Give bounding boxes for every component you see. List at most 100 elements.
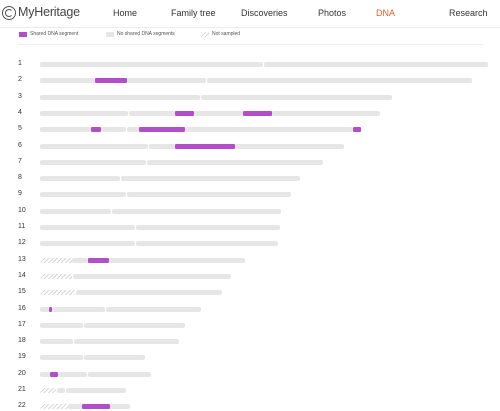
no-shared-segment (147, 159, 323, 165)
shared-segment[interactable] (175, 110, 194, 116)
no-shared-segment (149, 143, 175, 149)
no-shared-segment (101, 127, 126, 133)
no-shared-segment (127, 127, 139, 133)
no-shared-segment (127, 78, 206, 84)
chromosome-label: 6 (18, 141, 22, 149)
no-shared-segment (57, 388, 65, 393)
no-shared-segment (201, 94, 392, 100)
chromosome-label: 17 (18, 320, 26, 328)
not-sampled-segment (40, 273, 72, 279)
chromosome-label: 11 (18, 223, 26, 230)
no-shared-segment (84, 355, 145, 361)
chromosome-label: 18 (18, 337, 26, 345)
no-shared-segment (106, 306, 201, 312)
no-shared-segment (110, 404, 130, 410)
myheritage-logo-icon (2, 6, 16, 20)
chromosome-label: 1 (18, 60, 22, 67)
no-shared-segment (40, 208, 111, 214)
shared-segment[interactable] (243, 110, 272, 116)
chromosome-label: 2 (18, 76, 22, 84)
chromosome-label: 16 (18, 304, 26, 312)
chromosome-label: 10 (18, 206, 26, 214)
shared-segment[interactable] (139, 127, 185, 133)
no-shared-segment (40, 176, 120, 182)
no-shared-segment (74, 339, 179, 345)
no-shared-segment (58, 371, 87, 377)
no-shared-segment (68, 404, 82, 410)
no-shared-segment (40, 192, 126, 198)
chromosome-label: 22 (18, 402, 26, 410)
chromosome-label: 8 (18, 174, 22, 182)
not-sampled-segment (40, 290, 75, 296)
chromosome-label: 20 (18, 369, 26, 377)
brand-name: MyHeritage (18, 5, 80, 19)
no-shared-segment (40, 94, 200, 100)
no-shared-segment (112, 208, 281, 214)
no-shared-segment (52, 306, 105, 312)
no-shared-segment (185, 127, 353, 133)
nav-item-home[interactable]: Home (113, 8, 138, 18)
shared-segment[interactable] (91, 127, 101, 133)
not-sampled-swatch (201, 32, 209, 37)
no-shared-segment (40, 339, 73, 345)
no-shared-segment (136, 241, 278, 247)
chromosome-label: 13 (18, 255, 26, 263)
nav-item-photos[interactable]: Photos (318, 8, 347, 18)
no-shared-segment-swatch (106, 32, 114, 37)
no-shared-segment (40, 62, 263, 67)
no-shared-segment (88, 371, 151, 377)
no-shared-segment (72, 257, 88, 263)
chromosome-label: 3 (18, 92, 22, 100)
no-shared-segment (40, 306, 49, 312)
no-shared-segment (84, 322, 185, 328)
chromosome-label: 14 (18, 271, 26, 279)
not-sampled-segment (40, 257, 72, 263)
no-shared-segment (40, 110, 128, 116)
shared-segment[interactable] (95, 78, 127, 84)
no-shared-segment (40, 143, 148, 149)
no-shared-segment (40, 159, 146, 165)
nav-item-research[interactable]: Research (449, 8, 488, 18)
no-shared-segment (40, 78, 95, 84)
chromosome-label: 15 (18, 288, 26, 296)
nav-item-dna[interactable]: DNA (376, 8, 396, 18)
no-shared-segment (194, 110, 243, 116)
no-shared-segment (40, 241, 135, 247)
no-shared-segment (129, 110, 175, 116)
no-shared-segment (66, 388, 126, 393)
not-sampled-segment (40, 388, 56, 393)
no-shared-segment (207, 78, 472, 84)
shared-segment[interactable] (49, 306, 52, 312)
no-shared-segment (40, 127, 91, 133)
shared-segment-swatch (19, 32, 27, 37)
chromosome-label: 4 (18, 108, 22, 116)
shared-segment[interactable] (50, 371, 58, 377)
no-shared-segment (272, 110, 380, 116)
legend-none-label: No shared DNA segments (117, 31, 175, 37)
shared-segment[interactable] (88, 257, 109, 263)
chromosome-label: 9 (18, 190, 22, 198)
shared-segment[interactable] (82, 404, 110, 410)
no-shared-segment (127, 192, 291, 198)
no-shared-segment (235, 143, 344, 149)
no-shared-segment (40, 322, 83, 328)
legend-not-sampled-label: Not sampled (212, 31, 241, 37)
no-shared-segment (264, 62, 488, 67)
no-shared-segment (40, 371, 50, 377)
top-navigation-bar: MyHeritage Home Family tree Discoveries … (0, 0, 500, 28)
shared-segment[interactable] (353, 127, 361, 133)
chromosome-legend: Shared DNA segment No shared DNA segment… (0, 30, 500, 42)
not-sampled-segment (40, 404, 68, 410)
no-shared-segment (40, 225, 135, 230)
nav-item-family-tree[interactable]: Family tree (171, 8, 216, 18)
no-shared-segment (73, 273, 231, 279)
shared-segment[interactable] (175, 143, 235, 149)
no-shared-segment (109, 257, 245, 263)
chromosome-label: 19 (18, 353, 26, 361)
chromosome-label: 7 (18, 157, 22, 165)
no-shared-segment (136, 225, 280, 230)
no-shared-segment (40, 355, 83, 361)
chromosome-label: 12 (18, 239, 26, 247)
nav-item-discoveries[interactable]: Discoveries (241, 8, 288, 18)
no-shared-segment (121, 176, 300, 182)
